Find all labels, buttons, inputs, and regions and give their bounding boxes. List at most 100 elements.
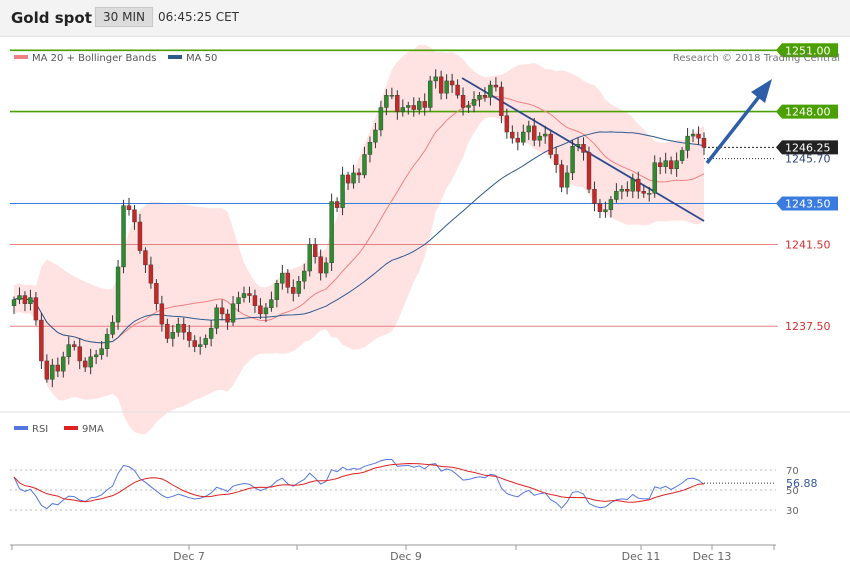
candle-body [11,299,17,306]
candle-body [433,76,438,82]
candle-body [334,201,340,208]
candle [340,166,345,216]
price-tag-1246-25-text: 1246.25 [785,141,831,154]
candle [411,97,416,117]
candle-body [132,209,137,223]
candle-body [466,105,471,108]
candle-body [148,264,154,284]
candle [44,354,50,383]
candle [50,358,55,388]
ma50-legend-label: MA 50 [186,53,217,64]
candle-body [187,332,192,341]
candle-body [99,348,104,356]
candle [373,122,378,149]
candle-body [50,364,55,380]
candle-body [592,189,597,204]
candle [296,276,301,297]
candle-body [280,272,285,284]
candle [230,296,236,327]
candle-body [181,323,186,333]
candle [241,286,247,303]
instrument-title: Gold spot [11,9,92,27]
candle [537,132,542,147]
candle [515,131,521,151]
chart-header: Gold spot 30 MIN 06:45:25 CET [0,0,850,37]
candle [690,129,696,143]
rsi-line [13,459,705,510]
candle [318,249,323,281]
candle [274,279,280,308]
candle [219,299,225,321]
candle [696,126,701,145]
candle-body [159,303,165,325]
ma20-legend-swatch [14,55,28,59]
candle-body [121,205,126,268]
candle [417,97,422,115]
candle [334,197,340,213]
price-tag-1251-00-bg [776,43,838,58]
candle-body [559,164,564,188]
candle [66,336,71,365]
candle [17,287,22,305]
candle [345,171,351,190]
price-tag-1248-00: 1248.00 [776,104,838,119]
candle [674,152,679,177]
candle-body [586,152,592,190]
candle-body [17,295,22,300]
rsi-last-value: 56.88 [786,477,818,490]
candle [521,124,526,146]
candle [510,125,515,144]
candle-body [460,95,466,108]
candle-body [603,209,608,212]
candle-body [345,174,351,184]
candle-body [537,135,542,141]
candle [291,279,296,302]
candle [55,357,61,378]
projection-arrow-head [751,79,772,103]
candle-body [225,313,230,323]
price-tag-1248-00-text: 1248.00 [785,106,831,119]
candle [110,315,115,339]
candle [586,146,592,194]
candle [570,140,575,181]
candle [269,291,274,312]
candle [258,298,263,319]
candle [630,173,636,199]
x-tick-label: Dec 13 [693,550,732,563]
ma50-legend-swatch [168,55,182,59]
candle [636,171,641,199]
candle-body [526,125,531,133]
candle [663,152,668,174]
candle [575,137,581,152]
candle-body [471,99,477,106]
candle [121,199,126,274]
candle-body [340,174,345,208]
candle [82,357,88,373]
candle [553,146,559,173]
candle-body [285,272,291,288]
candle-body [701,137,707,148]
candle-body [636,178,641,192]
candle-body [362,154,367,176]
candle-body [477,95,482,100]
candle [455,79,460,99]
credit-text: Research © 2018 Trading Central [673,53,840,64]
candle-body [77,346,82,362]
candle-body [422,101,427,108]
candle-body [417,101,422,110]
candle-body [575,144,581,147]
candle-body [532,125,537,141]
candle [641,184,646,198]
candle [126,197,132,216]
candle [647,186,652,202]
candle [488,80,493,106]
price-tag-1251-00-text: 1251.00 [785,44,831,57]
candle-body [176,323,181,333]
candle [197,336,203,355]
candle [72,340,77,351]
candle [460,87,466,116]
candle [214,304,219,335]
timeframe-selector[interactable]: 30 MIN [95,7,153,27]
rsi-ma-legend-label: 9MA [82,424,104,435]
